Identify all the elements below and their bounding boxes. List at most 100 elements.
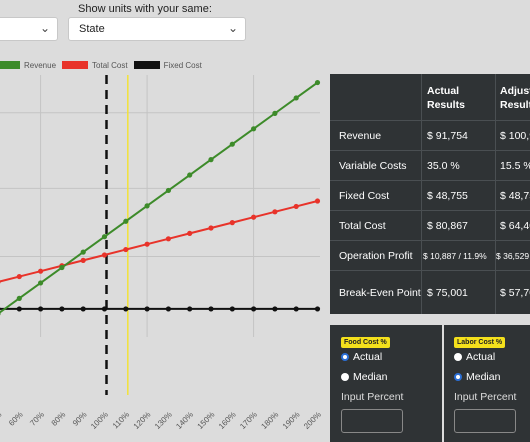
table-cell-actual: $ 75,001 <box>427 287 468 299</box>
x-tick-label: 70% <box>28 410 46 428</box>
data-point <box>251 214 257 220</box>
data-point <box>38 280 44 286</box>
legend-swatch-fixed-cost <box>133 61 160 69</box>
x-tick-label: 150% <box>196 410 217 431</box>
radio-selected-icon <box>341 353 349 361</box>
data-point <box>208 157 214 163</box>
break-even-chart: 6% 60% 70% 80% 90% 100% 110% 120% 130% 140% 150% 16… <box>0 75 323 431</box>
data-point <box>16 306 22 312</box>
food-cost-actual-radio[interactable]: Actual <box>341 351 382 363</box>
data-point <box>80 249 86 255</box>
unit-filter-select[interactable]: ⌄ <box>0 17 58 41</box>
labor-cost-actual-radio[interactable]: Actual <box>454 351 495 363</box>
data-point <box>165 236 171 242</box>
table-row-label: Revenue <box>339 130 382 142</box>
table-column-divider <box>495 74 496 314</box>
data-point <box>0 312 1 316</box>
labor-cost-actual-label: Actual <box>466 351 496 363</box>
labor-cost-median-label: Median <box>466 371 501 383</box>
table-cell-actual: $ 10,887 / 11.9% <box>423 251 487 261</box>
data-point <box>59 264 65 271</box>
table-cell-adjusted: $ 57,700 <box>500 287 530 299</box>
data-point <box>251 306 257 312</box>
labor-cost-input-label: Input Percent <box>454 391 517 403</box>
data-point <box>123 246 129 253</box>
chart-series <box>0 79 321 316</box>
data-point <box>208 225 214 231</box>
show-units-label: Show units with your same: <box>78 3 212 15</box>
table-row: Operation Profit $ 10,887 / 11.9% $ 36,529 <box>330 240 530 270</box>
table-row-label: Fixed Cost <box>339 190 390 202</box>
data-point <box>80 257 86 263</box>
legend-label-total-cost: Total Cost <box>92 60 128 70</box>
state-select-value: State <box>79 23 105 35</box>
x-tick-label: 80% <box>50 410 68 428</box>
legend-swatch-revenue <box>0 61 20 69</box>
x-tick-label: 90% <box>71 410 89 428</box>
data-point <box>208 306 214 312</box>
data-point <box>101 252 108 258</box>
food-cost-badge: Food Cost % <box>341 337 390 348</box>
chart-legend: Revenue Total Cost Fixed Cost <box>0 60 202 70</box>
table-header-actual: Actual Results <box>427 85 465 111</box>
x-tick-label: 180% <box>259 410 280 431</box>
food-cost-actual-label: Actual <box>353 351 383 363</box>
chevron-down-icon: ⌄ <box>39 21 50 35</box>
results-table: Actual Results Adjusted Results Revenue $… <box>330 74 530 314</box>
x-tick-label: 190% <box>281 410 302 431</box>
data-point <box>38 268 44 274</box>
table-row: Revenue $ 91,754 $ 100,929 <box>330 120 530 150</box>
x-tick-label: 160% <box>217 410 238 431</box>
data-point <box>293 306 299 312</box>
data-point <box>272 306 278 312</box>
table-row: Total Cost $ 80,867 $ 64,400 <box>330 210 530 240</box>
x-tick-label: 170% <box>238 410 259 431</box>
series-line-revenue <box>0 81 319 314</box>
food-cost-percent-input[interactable] <box>341 409 403 433</box>
data-point <box>187 230 193 237</box>
x-tick-label: 140% <box>174 410 195 431</box>
data-point <box>251 126 257 132</box>
chart-x-ticks: 6% 60% 70% 80% 90% 100% 110% 120% 130% 140% 150% 16… <box>0 410 323 431</box>
data-point <box>165 187 171 194</box>
table-cell-adjusted: $ 100,929 <box>500 130 530 142</box>
radio-unselected-icon <box>341 373 349 381</box>
table-row: Variable Costs 35.0 % 15.5 % <box>330 150 530 180</box>
data-point <box>144 306 150 312</box>
x-tick-label: 110% <box>111 410 131 430</box>
data-point <box>144 203 150 209</box>
legend-label-fixed-cost: Fixed Cost <box>163 60 202 70</box>
data-point <box>165 306 171 312</box>
state-select[interactable]: State ⌄ <box>68 17 246 41</box>
table-header-adjusted: Adjusted Results <box>500 85 530 111</box>
table-cell-adjusted: 15.5 % <box>500 160 530 172</box>
labor-cost-median-radio[interactable]: Median <box>454 371 500 383</box>
data-point <box>314 79 321 86</box>
data-point <box>80 306 86 312</box>
x-tick-label: 130% <box>153 410 174 431</box>
x-tick-label: 6% <box>0 410 3 425</box>
data-point <box>187 172 193 178</box>
data-point <box>123 218 129 224</box>
data-point <box>272 110 278 116</box>
data-point <box>187 306 193 312</box>
labor-cost-badge: Labor Cost % <box>454 337 506 348</box>
food-cost-median-radio[interactable]: Median <box>341 371 387 383</box>
labor-cost-percent-input[interactable] <box>454 409 516 433</box>
x-tick-label: 200% <box>302 410 323 431</box>
labor-cost-card: Labor Cost % Actual Median Input Percent <box>444 325 530 442</box>
data-point <box>123 306 129 312</box>
data-point <box>314 198 321 204</box>
radio-unselected-icon <box>454 353 462 361</box>
chevron-down-icon: ⌄ <box>227 21 238 35</box>
data-point <box>0 307 1 311</box>
legend-swatch-total-cost <box>62 61 89 69</box>
table-cell-adjusted: $ 64,400 <box>500 220 530 232</box>
table-cell-actual: $ 80,867 <box>427 220 468 232</box>
food-cost-card: Food Cost % Actual Median Input Percent <box>330 325 442 442</box>
table-column-divider <box>421 74 422 314</box>
data-point <box>314 306 321 312</box>
table-cell-actual: $ 48,755 <box>427 190 468 202</box>
data-point <box>59 306 65 312</box>
radio-selected-icon <box>454 373 462 381</box>
